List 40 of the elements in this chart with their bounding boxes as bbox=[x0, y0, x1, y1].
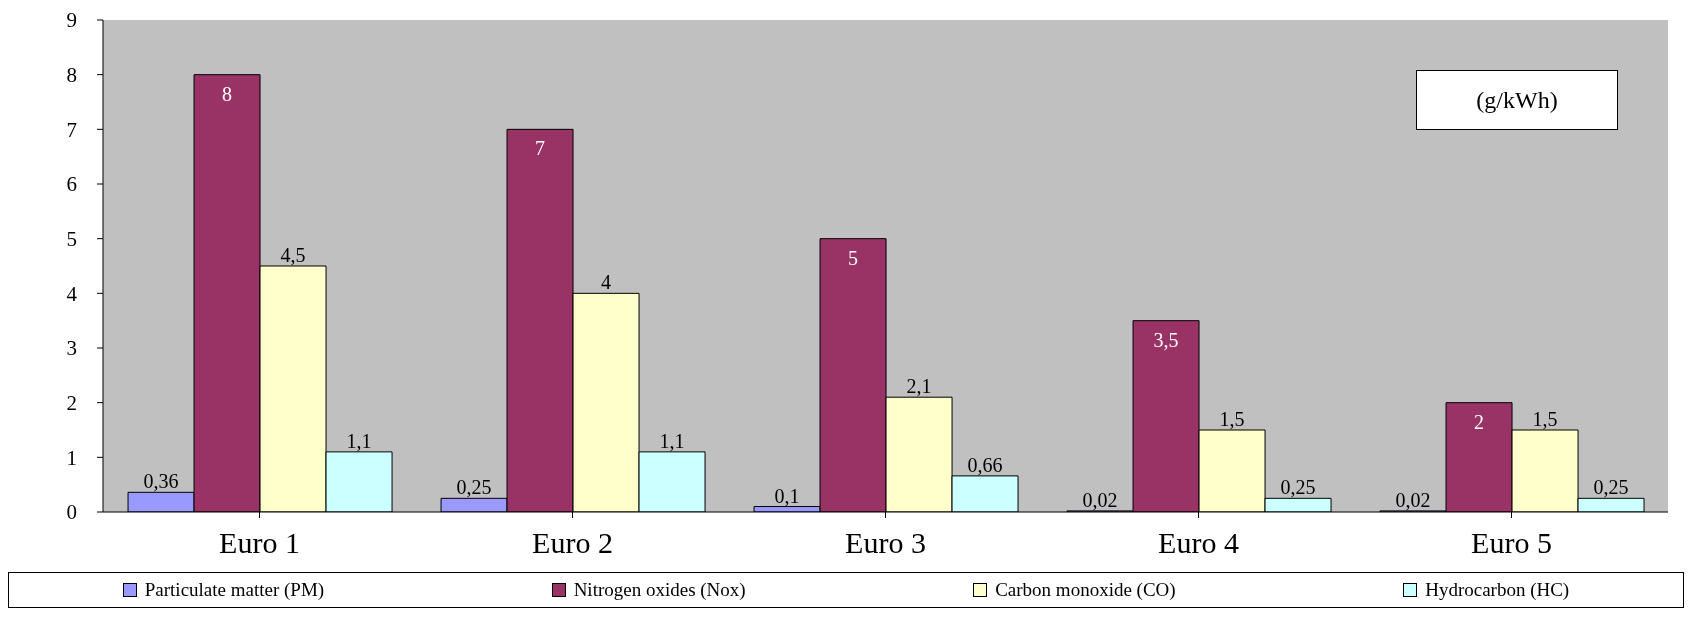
x-tick-label: Euro 1 bbox=[219, 526, 300, 560]
data-label: 0,66 bbox=[967, 453, 1003, 476]
y-tick-label: 2 bbox=[66, 391, 77, 416]
x-tick-label: Euro 3 bbox=[845, 526, 926, 560]
data-label: 1,1 bbox=[346, 429, 372, 452]
data-label: 7 bbox=[535, 137, 546, 160]
data-label: 4,5 bbox=[280, 244, 306, 266]
data-label: 1,5 bbox=[1532, 408, 1558, 430]
x-tick-label: Euro 2 bbox=[532, 526, 613, 560]
data-label: 2 bbox=[1474, 410, 1485, 433]
data-label: 0,25 bbox=[456, 476, 492, 499]
x-tick-label: Euro 5 bbox=[1471, 526, 1552, 560]
legend-label: Hydrocarbon (HC) bbox=[1424, 579, 1570, 601]
y-tick-label: 6 bbox=[66, 172, 77, 197]
data-label: 1,5 bbox=[1219, 408, 1245, 430]
legend-label: Particulate matter (PM) bbox=[143, 579, 325, 601]
data-label: 4 bbox=[601, 271, 612, 294]
data-label: 0,02 bbox=[1395, 488, 1431, 511]
y-tick-label: 7 bbox=[66, 117, 77, 142]
data-label: 8 bbox=[222, 82, 233, 105]
x-tick-label: Euro 4 bbox=[1158, 526, 1239, 560]
data-label: 0,02 bbox=[1082, 488, 1118, 511]
data-label: 0,25 bbox=[1280, 476, 1316, 499]
data-label: 0,1 bbox=[774, 484, 800, 507]
data-label: 2,1 bbox=[906, 375, 932, 398]
y-tick-label: 9 bbox=[66, 8, 77, 33]
data-label: 1,1 bbox=[659, 429, 685, 452]
y-tick-label: 4 bbox=[66, 281, 78, 306]
y-tick-label: 1 bbox=[66, 445, 77, 470]
legend-label: Carbon monoxide (CO) bbox=[994, 579, 1176, 601]
legend-label: Nitrogen oxides (Nox) bbox=[572, 579, 746, 601]
y-tick-label: 5 bbox=[66, 227, 77, 252]
y-tick-label: 3 bbox=[66, 336, 77, 361]
data-label: 0,36 bbox=[143, 470, 179, 493]
y-tick-label: 8 bbox=[66, 63, 77, 88]
data-label: 5 bbox=[848, 246, 859, 269]
data-label: 0,25 bbox=[1593, 476, 1629, 499]
y-tick-label: 0 bbox=[66, 500, 77, 525]
data-label: 3,5 bbox=[1153, 328, 1179, 351]
note-box: (g/kWh) bbox=[1416, 70, 1618, 130]
